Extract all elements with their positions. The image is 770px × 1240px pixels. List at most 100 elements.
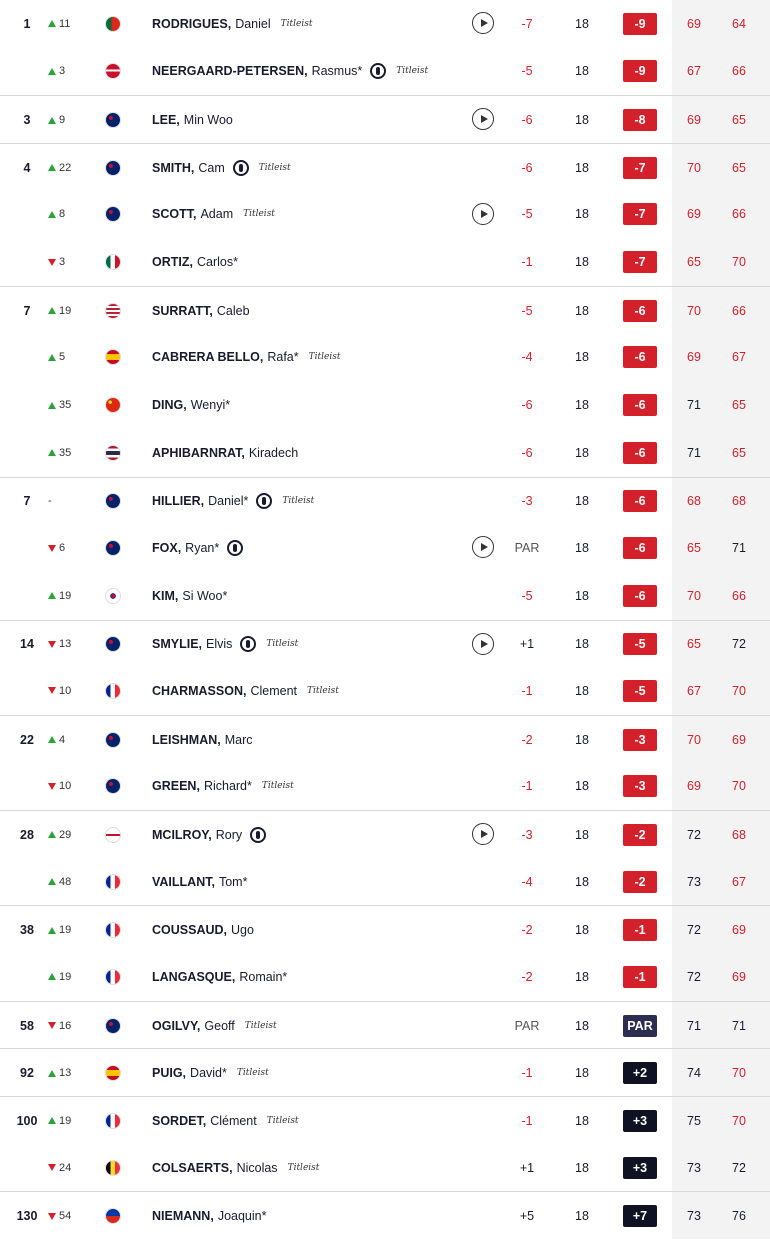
total-score: -1 [623, 919, 657, 942]
today-score: -4 [521, 874, 533, 889]
round-score: 70 [687, 160, 701, 175]
round-score: 71 [732, 541, 746, 555]
today-score: -2 [521, 969, 533, 984]
first-name: Clement [250, 683, 297, 698]
round-score: 69 [732, 923, 746, 938]
play-button[interactable] [472, 202, 494, 225]
round-score: 65 [687, 255, 701, 270]
player-name: SMYLIE, Elvis Titleist [152, 621, 298, 669]
total-cell: -9 [623, 0, 657, 48]
position [10, 238, 44, 286]
movement: - [48, 478, 52, 526]
round-score: 65 [732, 445, 746, 460]
last-name: COLSAERTS, [152, 1160, 233, 1175]
movement-arrow [48, 1164, 56, 1171]
sponsor-logo: Titleist [282, 496, 315, 507]
today-score: -2 [521, 923, 533, 938]
play-button[interactable] [472, 12, 494, 34]
last-name: VAILLANT, [152, 874, 215, 889]
movement-value: 3 [59, 256, 66, 269]
round-score: 70 [687, 732, 701, 747]
total-cell: PAR [623, 1002, 657, 1050]
thru: 18 [575, 494, 589, 509]
round-score: 71 [687, 398, 701, 413]
movement: 19 [48, 953, 71, 1001]
total-score: -3 [623, 728, 657, 751]
round-score: 74 [687, 1066, 701, 1081]
thru: 18 [575, 588, 589, 603]
flag-icon [105, 206, 121, 223]
today-score: +5 [519, 1209, 535, 1224]
first-name: Ryan* [185, 541, 220, 555]
round-score: 70 [732, 683, 746, 698]
player-name: ORTIZ, Carlos* [152, 238, 238, 286]
total-cell: -6 [623, 381, 657, 429]
play-button[interactable] [472, 108, 494, 131]
round-score: 70 [732, 1066, 746, 1081]
last-name: CHARMASSON, [152, 683, 247, 698]
today-score: +1 [519, 637, 535, 652]
play-button[interactable] [472, 823, 494, 846]
movement-value: 19 [59, 970, 72, 983]
flag-icon [105, 540, 121, 556]
total-score: -7 [623, 203, 657, 226]
thru: 18 [575, 541, 589, 555]
sponsor-logo: Titleist [287, 1162, 320, 1173]
player-name: LEISHMAN, Marc [152, 716, 253, 764]
total-score: -1 [623, 965, 657, 988]
player-name: SORDET, Clément Titleist [152, 1097, 299, 1145]
movement-arrow [48, 449, 56, 457]
movement-value: 9 [59, 114, 66, 127]
flag-icon [105, 826, 121, 843]
movement: 4 [48, 716, 65, 764]
round-score: 67 [732, 874, 746, 889]
first-name: Wenyi* [190, 398, 231, 413]
total-score: -5 [623, 633, 657, 656]
movement-value: 35 [59, 399, 72, 412]
round-score: 69 [687, 207, 701, 222]
movement-arrow [48, 544, 56, 552]
flag-icon [105, 444, 121, 461]
total-cell: -3 [623, 716, 657, 764]
thru: 18 [575, 64, 589, 79]
movement-value: 24 [59, 1161, 72, 1174]
movement: 6 [48, 524, 65, 572]
movement: 48 [48, 858, 71, 906]
round-score: 69 [732, 732, 746, 747]
first-name: Min Woo [183, 113, 233, 128]
flag [105, 762, 121, 810]
first-name: Romain* [239, 969, 288, 984]
play-button[interactable] [472, 536, 494, 559]
play-button[interactable] [472, 632, 494, 655]
total-cell: -6 [623, 287, 657, 335]
round-score: 70 [732, 1113, 746, 1128]
movement-arrow [48, 736, 56, 744]
total-cell: -7 [623, 191, 657, 239]
round-score: 67 [687, 64, 701, 79]
round-score: 65 [732, 113, 746, 128]
player-name: CABRERA BELLO, Rafa* Titleist [152, 334, 340, 382]
round-score: 67 [687, 683, 701, 698]
round-score: 73 [687, 874, 701, 889]
first-name: Kiradech [248, 445, 299, 460]
round-score: 70 [687, 303, 701, 318]
last-name: SURRATT, [152, 303, 213, 318]
sponsor-logo: Titleist [308, 352, 341, 363]
round-score: 76 [732, 1209, 746, 1224]
first-name: Nicolas [236, 1160, 278, 1175]
player-name: SMITH, Cam Titleist [152, 144, 291, 192]
position: 14 [20, 637, 34, 652]
thru: 18 [575, 1113, 589, 1128]
flag-icon [105, 1208, 121, 1225]
player-name: SURRATT, Caleb [152, 287, 250, 335]
player-row: 3 NEERGAARD-PETERSEN, Rasmus* Titleist -5 18 -… [0, 48, 770, 96]
today-score: -6 [521, 445, 533, 460]
player-name: NIEMANN, Joaquin* [152, 1192, 266, 1240]
movement-value: 29 [59, 828, 72, 841]
movement: 19 [48, 1097, 71, 1145]
movement: 54 [48, 1192, 71, 1240]
flag [105, 1049, 121, 1097]
first-name: Adam [200, 207, 234, 222]
flag-icon [105, 587, 121, 604]
movement-arrow [48, 640, 56, 648]
